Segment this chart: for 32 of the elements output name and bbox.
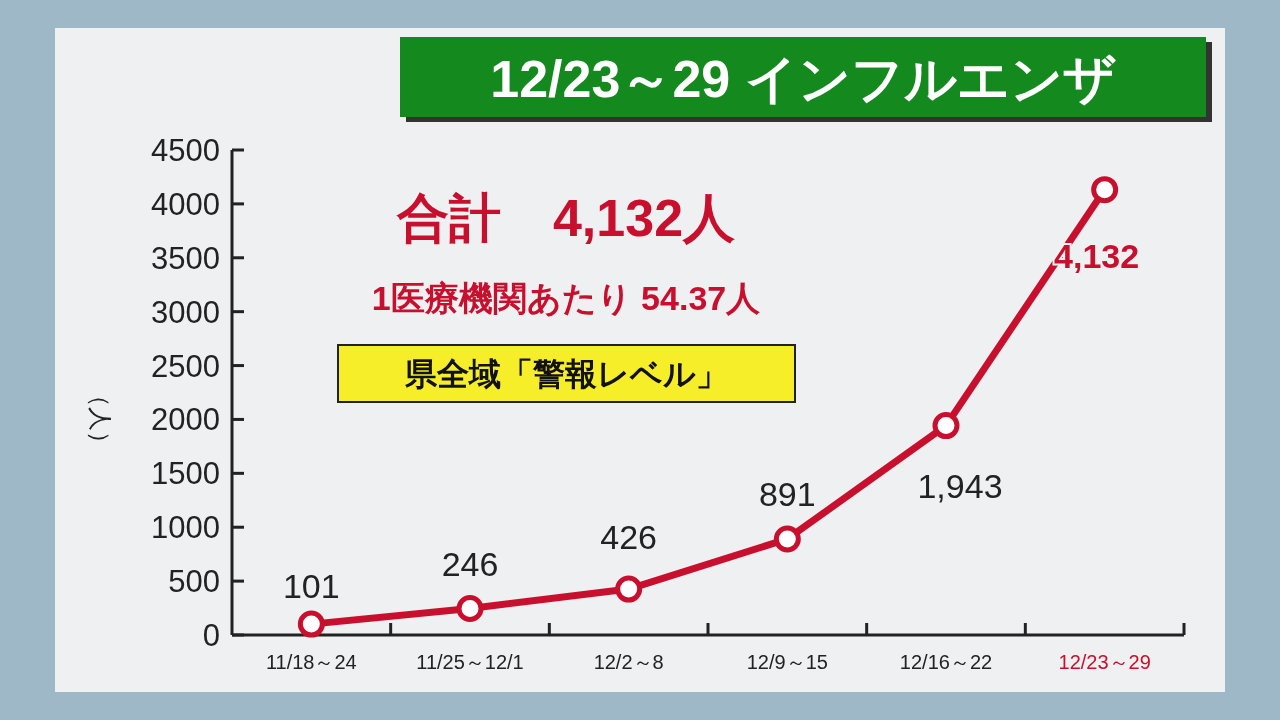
x-tick-label: 12/9～15	[746, 651, 828, 673]
point	[456, 594, 484, 622]
x-tick-label: 11/18～24	[265, 651, 357, 673]
y-tick-label: 3500	[151, 240, 220, 276]
x-tick-label: 12/23～29	[1058, 651, 1151, 673]
y-axis-title: （人）	[87, 383, 114, 456]
y-tick-label: 1000	[151, 510, 220, 546]
point	[615, 575, 643, 603]
point	[1091, 176, 1119, 204]
y-tick-label: 1500	[151, 456, 220, 492]
y-tick-label: 4000	[151, 186, 220, 222]
chart-title: 12/23～29 インフルエンザ	[490, 50, 1116, 108]
y-tick-label: 2500	[151, 348, 220, 384]
point	[932, 412, 960, 440]
data-label: 101	[282, 567, 340, 606]
y-tick-label: 2000	[151, 402, 220, 438]
annotation: 県全域「警報レベル」	[403, 356, 728, 392]
y-tick-label: 4500	[151, 133, 220, 168]
y-tick-label: 500	[168, 564, 220, 600]
point	[297, 610, 325, 638]
data-label: 426	[600, 518, 658, 557]
y-tick-label: 3000	[151, 294, 220, 330]
data-label: 246	[441, 545, 499, 584]
data-label: 891	[758, 474, 816, 513]
annotation: 1医療機関あたり 54.37人	[371, 279, 762, 317]
point	[773, 525, 801, 553]
annotation: 合計 4,132人	[395, 189, 736, 247]
x-tick-label: 12/2～8	[593, 651, 664, 673]
x-tick-label: 12/16～22	[899, 651, 993, 673]
y-tick-label: 0	[202, 618, 220, 653]
x-tick-label: 11/25～12/1	[416, 651, 524, 673]
data-label: 1,943	[917, 466, 1003, 505]
